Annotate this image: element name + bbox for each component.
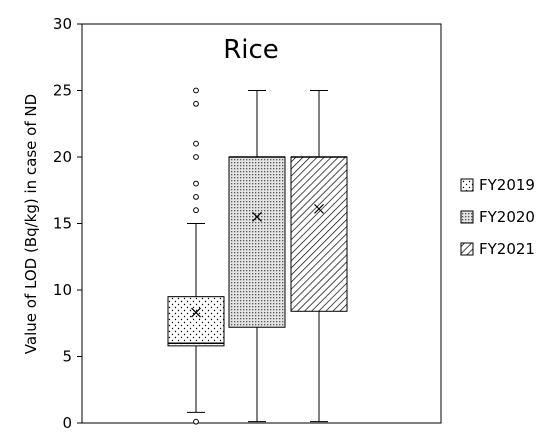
outlier-point xyxy=(193,87,199,94)
outlier-point xyxy=(193,100,199,107)
legend-label-fy2020: FY2020 xyxy=(479,208,535,226)
box-body xyxy=(167,296,225,347)
box-fy2021 xyxy=(290,90,348,423)
y-tick-label: 5 xyxy=(62,348,72,366)
chart-title: Rice xyxy=(223,35,279,65)
y-tick-label: 30 xyxy=(53,15,72,33)
outlier-point xyxy=(193,140,199,147)
legend-swatch-fy2020 xyxy=(460,210,474,224)
legend-label-fy2021: FY2021 xyxy=(479,240,535,258)
y-tick-label: 15 xyxy=(53,215,72,233)
mean-marker xyxy=(314,203,324,214)
mean-marker xyxy=(252,211,262,222)
outlier-point xyxy=(193,180,199,187)
legend-swatch-fy2021 xyxy=(460,242,474,256)
y-tick-label: 0 xyxy=(62,414,72,432)
outlier-point xyxy=(193,154,199,160)
legend-label-fy2019: FY2019 xyxy=(479,176,535,194)
box-body xyxy=(228,156,286,328)
outlier-point xyxy=(193,418,199,425)
mean-marker xyxy=(191,307,201,318)
box-fy2020 xyxy=(228,90,286,423)
y-axis: 0 5 10 15 20 25 30 xyxy=(53,15,82,432)
y-tick-label: 20 xyxy=(53,148,72,166)
y-axis-label: Value of LOD (Bq/kg) in case of ND xyxy=(22,94,40,354)
box-fy2019 xyxy=(167,87,225,425)
box-body xyxy=(290,156,348,312)
y-tick-label: 25 xyxy=(53,82,72,100)
y-tick-label: 10 xyxy=(53,281,72,299)
legend-swatch-fy2019 xyxy=(460,178,474,192)
box-series xyxy=(167,87,348,425)
legend: FY2019 FY2020 FY2021 xyxy=(460,176,535,258)
outlier-point xyxy=(193,207,199,214)
outlier-point xyxy=(193,194,199,200)
